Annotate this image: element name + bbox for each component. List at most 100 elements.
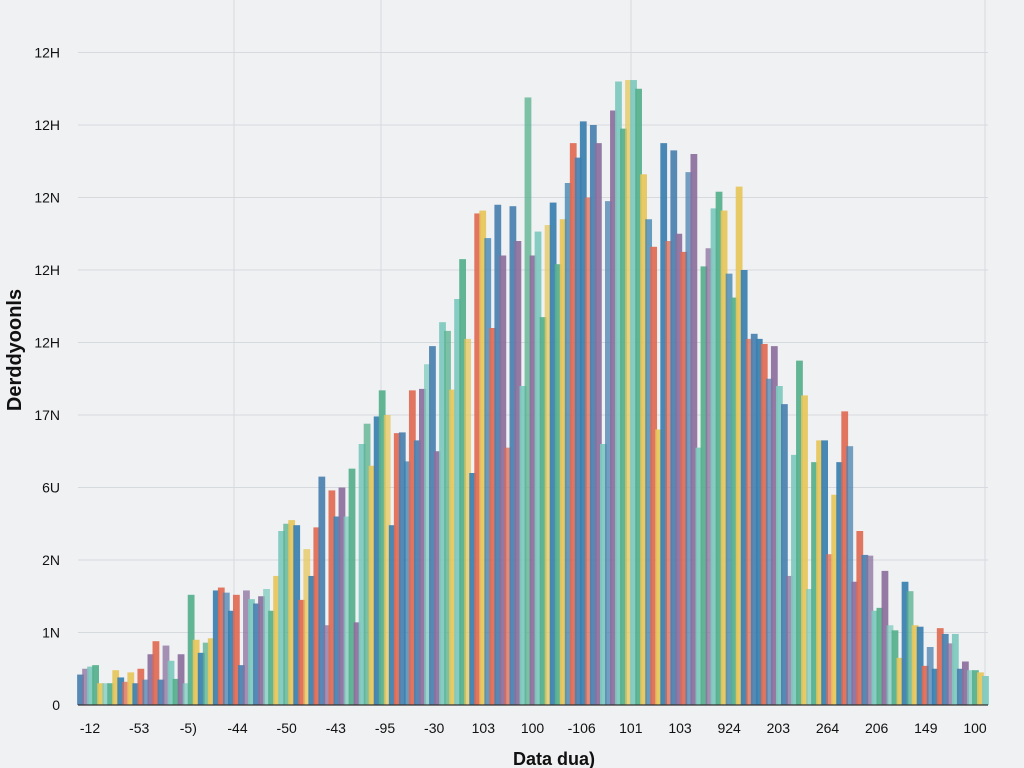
histogram-bar <box>755 338 763 706</box>
histogram-bar <box>645 219 653 705</box>
histogram-bar <box>398 432 406 705</box>
x-tick-label: -44 <box>227 720 247 736</box>
histogram-bar <box>730 297 738 705</box>
histogram-bar <box>896 657 904 706</box>
tick-labels: 0 1N 2N 6U 17N 12H 12H 12N 12H 12H -12 -53 -5) -44 -50… <box>34 45 987 737</box>
histogram-bar <box>454 299 461 705</box>
histogram-bar <box>212 590 220 705</box>
x-axis-title: Data dua) <box>513 749 595 768</box>
histogram-bar <box>207 638 215 705</box>
histogram-bar <box>670 150 678 706</box>
histogram-bar <box>846 446 854 705</box>
x-tick-label: -12 <box>80 720 100 736</box>
histogram-bar <box>424 364 431 705</box>
histogram-bar <box>107 683 115 705</box>
histogram-bar <box>559 219 567 705</box>
histogram-bar <box>635 88 642 705</box>
histogram-bar <box>82 668 89 705</box>
histogram-bar <box>514 241 522 705</box>
histogram-bar <box>735 186 743 706</box>
histogram-bar <box>982 676 989 705</box>
histogram-bar <box>916 626 924 705</box>
histogram-bar <box>936 628 944 705</box>
histogram-bar <box>750 333 758 705</box>
y-tick-label: 12N <box>34 190 60 206</box>
histogram-bar <box>831 494 839 705</box>
histogram-bar <box>655 429 663 705</box>
histogram-bar <box>177 654 185 705</box>
histogram-bar <box>886 625 894 705</box>
histogram-bar <box>791 454 798 706</box>
histogram-bar <box>700 266 708 706</box>
histogram-bar <box>413 440 421 706</box>
y-tick-label: 17N <box>34 407 60 423</box>
histogram-bar <box>263 589 270 705</box>
histogram-bar <box>419 388 426 705</box>
histogram-bar <box>343 516 351 705</box>
y-tick-label: 0 <box>52 697 60 713</box>
histogram-bar <box>358 444 366 705</box>
histogram-bar <box>373 416 381 705</box>
histogram-bar <box>665 241 673 705</box>
histogram-bar <box>921 665 929 705</box>
histogram-bar <box>519 386 527 705</box>
histogram-bar <box>142 679 150 706</box>
histogram-bar <box>92 665 99 706</box>
histogram-bar <box>740 270 748 705</box>
y-tick-label: 2N <box>42 552 60 568</box>
histogram-bar <box>786 575 793 705</box>
x-tick-label: 203 <box>767 720 791 736</box>
y-tick-label: 12H <box>34 45 60 61</box>
histogram-bar <box>710 208 718 706</box>
x-tick-label: 149 <box>914 720 938 736</box>
x-tick-label: 100 <box>521 720 545 736</box>
histogram-bar <box>569 143 577 706</box>
histogram-bar <box>137 668 145 705</box>
histogram-bar <box>388 525 396 705</box>
histogram-bar <box>594 143 602 706</box>
histogram-bar <box>806 589 813 705</box>
histogram-bar <box>856 531 864 705</box>
histogram-bar <box>901 581 909 705</box>
histogram-bar <box>192 639 200 705</box>
histogram-bar <box>132 683 140 705</box>
histogram-bar <box>248 599 255 705</box>
histogram-bar <box>232 594 240 705</box>
histogram-bar <box>851 581 859 705</box>
histogram-bar <box>775 386 783 705</box>
histogram-bar <box>363 423 371 705</box>
histogram-bar <box>972 670 979 705</box>
histogram-bar <box>288 520 296 706</box>
x-tick-label: -53 <box>129 720 149 736</box>
histogram-bar <box>881 570 889 706</box>
histogram-bar <box>368 465 376 705</box>
histogram-bar <box>620 128 627 706</box>
histogram-bar <box>298 599 306 706</box>
histogram-bar <box>524 97 532 705</box>
x-tick-label: -106 <box>568 720 596 736</box>
x-tick-label: -30 <box>424 720 444 736</box>
x-tick-label: 101 <box>619 720 643 736</box>
x-tick-label: -43 <box>326 720 346 736</box>
histogram-bar <box>941 633 949 705</box>
y-tick-label: 6U <box>42 480 60 496</box>
histogram-bar <box>871 610 879 705</box>
histogram-bar <box>378 390 386 705</box>
histogram-bar <box>222 592 230 706</box>
histogram-bar <box>967 670 974 705</box>
histogram-bar <box>243 590 250 705</box>
histogram-bar <box>278 531 286 705</box>
y-tick-label: 12H <box>34 262 60 278</box>
histogram-bar <box>328 490 336 705</box>
histogram-bar <box>238 665 245 706</box>
histogram-bar <box>434 451 441 705</box>
histogram-bar <box>685 172 693 706</box>
histogram-bar <box>152 641 160 705</box>
histogram-bar <box>449 389 456 706</box>
histogram-bar <box>217 587 225 705</box>
x-tick-label: -5) <box>180 720 197 736</box>
histogram-bar <box>821 440 828 706</box>
x-tick-label: 103 <box>472 720 496 736</box>
histogram-bar <box>308 575 316 705</box>
